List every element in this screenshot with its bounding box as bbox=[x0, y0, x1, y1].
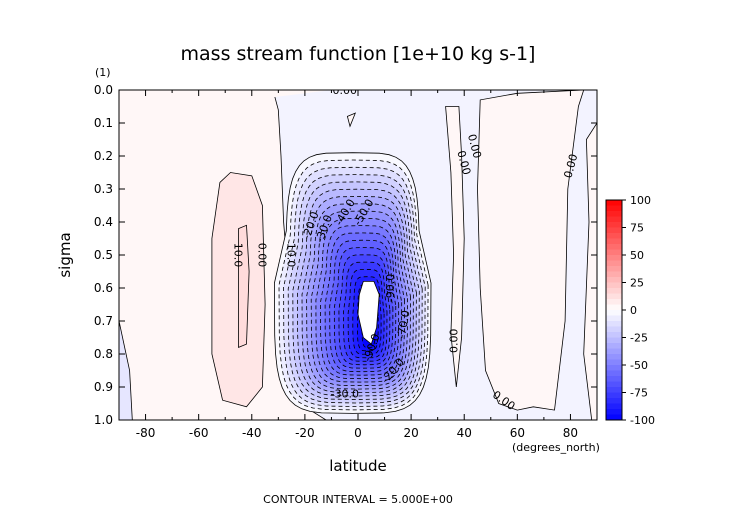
x-tick-label: -60 bbox=[189, 426, 209, 440]
chart-title: mass stream function [1e+10 kg s-1] bbox=[181, 43, 536, 65]
colorbar-cell bbox=[606, 370, 622, 377]
colorbar-tick-label: 25 bbox=[630, 277, 644, 290]
y-tick-label: 0.0 bbox=[94, 83, 113, 97]
x-tick-label: -20 bbox=[295, 426, 315, 440]
x-tick-label: 60 bbox=[510, 426, 525, 440]
colorbar-cell bbox=[606, 244, 622, 250]
contour-label: 0.00 bbox=[561, 153, 580, 180]
colorbar-cell bbox=[606, 260, 622, 267]
colorbar-tick-label: 75 bbox=[630, 222, 644, 235]
y-tick-label: 0.5 bbox=[94, 248, 113, 262]
colorbar-cell bbox=[606, 299, 622, 305]
x-unit-label: (degrees_north) bbox=[512, 441, 600, 454]
colorbar: 100 75 50 25 0 -25 -50 -75 -100 bbox=[605, 194, 655, 427]
small-negative-corner bbox=[119, 320, 133, 420]
y-tick-label: 1.0 bbox=[94, 413, 113, 427]
southern-cell-core bbox=[238, 224, 250, 348]
colorbar-tick-label: 50 bbox=[630, 249, 644, 262]
colorbar-cell bbox=[606, 233, 622, 239]
colorbar-cell bbox=[606, 211, 622, 217]
y-tick-label: 0.6 bbox=[94, 281, 113, 295]
colorbar-cell bbox=[606, 315, 622, 322]
contour-label: 0.00 bbox=[332, 84, 357, 97]
colorbar-cell bbox=[606, 359, 622, 366]
colorbar-cell bbox=[606, 304, 622, 311]
x-tick-label: 0 bbox=[354, 426, 362, 440]
colorbar-tick-label: -25 bbox=[630, 332, 648, 345]
colorbar-cell bbox=[606, 348, 622, 355]
y-axis-label: sigma bbox=[56, 232, 74, 277]
y-tick-label: 0.7 bbox=[94, 314, 113, 328]
y-tick-label: 0.9 bbox=[94, 380, 113, 394]
positive-region-east bbox=[477, 90, 585, 411]
positive-region-strip-1 bbox=[445, 106, 465, 388]
colorbar-cell bbox=[606, 326, 622, 333]
y-panel-label: (1) bbox=[95, 66, 111, 79]
colorbar-cell bbox=[606, 310, 622, 316]
small-positive-blob bbox=[346, 112, 357, 128]
contour-label: 0.00 bbox=[454, 149, 473, 176]
contour-label: -30.0 bbox=[330, 388, 358, 401]
y-tick-label: 0.1 bbox=[94, 116, 113, 130]
colorbar-cell bbox=[606, 266, 622, 272]
colorbar-cell bbox=[606, 403, 622, 410]
y-tick-label: 0.2 bbox=[94, 149, 113, 163]
positive-region-edge bbox=[583, 122, 597, 420]
x-tick-label: 40 bbox=[457, 426, 472, 440]
x-tick-label: 80 bbox=[563, 426, 578, 440]
contour-label: 0.00 bbox=[465, 133, 484, 160]
colorbar-cell bbox=[606, 271, 622, 278]
contour-label: 0.00 bbox=[255, 243, 268, 268]
colorbar-tick-label: 100 bbox=[630, 194, 651, 207]
colorbar-cell bbox=[606, 381, 622, 388]
colorbar-tick-label: -50 bbox=[630, 359, 648, 372]
colorbar-cell bbox=[606, 332, 622, 338]
out-of-range-core bbox=[357, 281, 380, 345]
colorbar-cell bbox=[606, 414, 622, 421]
colorbar-cell bbox=[606, 255, 622, 261]
colorbar-cell bbox=[606, 392, 622, 399]
colorbar-cell bbox=[606, 249, 622, 256]
contour-label: 10.0 bbox=[285, 243, 298, 268]
colorbar-cell bbox=[606, 321, 622, 327]
y-tick-label: 0.8 bbox=[94, 347, 113, 361]
colorbar-cell bbox=[606, 343, 622, 349]
colorbar-cell bbox=[606, 398, 622, 404]
colorbar-cell bbox=[606, 387, 622, 393]
colorbar-cell bbox=[606, 238, 622, 245]
colorbar-cell bbox=[606, 293, 622, 300]
contour-label: 10.0 bbox=[232, 243, 245, 268]
colorbar-cell bbox=[606, 216, 622, 223]
colorbar-cell bbox=[606, 200, 622, 206]
colorbar-cell bbox=[606, 277, 622, 283]
colorbar-cell bbox=[606, 337, 622, 344]
colorbar-cell bbox=[606, 409, 622, 415]
x-axis-label: latitude bbox=[329, 457, 387, 475]
positive-region-top bbox=[119, 90, 332, 107]
x-tick-label: -80 bbox=[136, 426, 156, 440]
colorbar-cell bbox=[606, 288, 622, 294]
y-tick-label: 0.3 bbox=[94, 182, 113, 196]
contour-label: -90.0 bbox=[384, 274, 397, 302]
y-tick-label: 0.4 bbox=[94, 215, 113, 229]
colorbar-cell bbox=[606, 376, 622, 382]
contour-interval-note: CONTOUR INTERVAL = 5.000E+00 bbox=[263, 493, 453, 506]
x-tick-label: 20 bbox=[403, 426, 418, 440]
colorbar-tick-label: -75 bbox=[630, 387, 648, 400]
colorbar-tick-label: 0 bbox=[630, 304, 637, 317]
colorbar-tick-label: -100 bbox=[630, 414, 655, 427]
colorbar-cell bbox=[606, 205, 622, 212]
colorbar-cell bbox=[606, 227, 622, 234]
x-tick-label: -40 bbox=[242, 426, 262, 440]
colorbar-cell bbox=[606, 354, 622, 360]
colorbar-cell bbox=[606, 282, 622, 289]
contour-label: 0.00 bbox=[448, 329, 461, 354]
colorbar-cell bbox=[606, 365, 622, 371]
contour-label: -70.0 bbox=[395, 309, 413, 339]
colorbar-cell bbox=[606, 222, 622, 228]
